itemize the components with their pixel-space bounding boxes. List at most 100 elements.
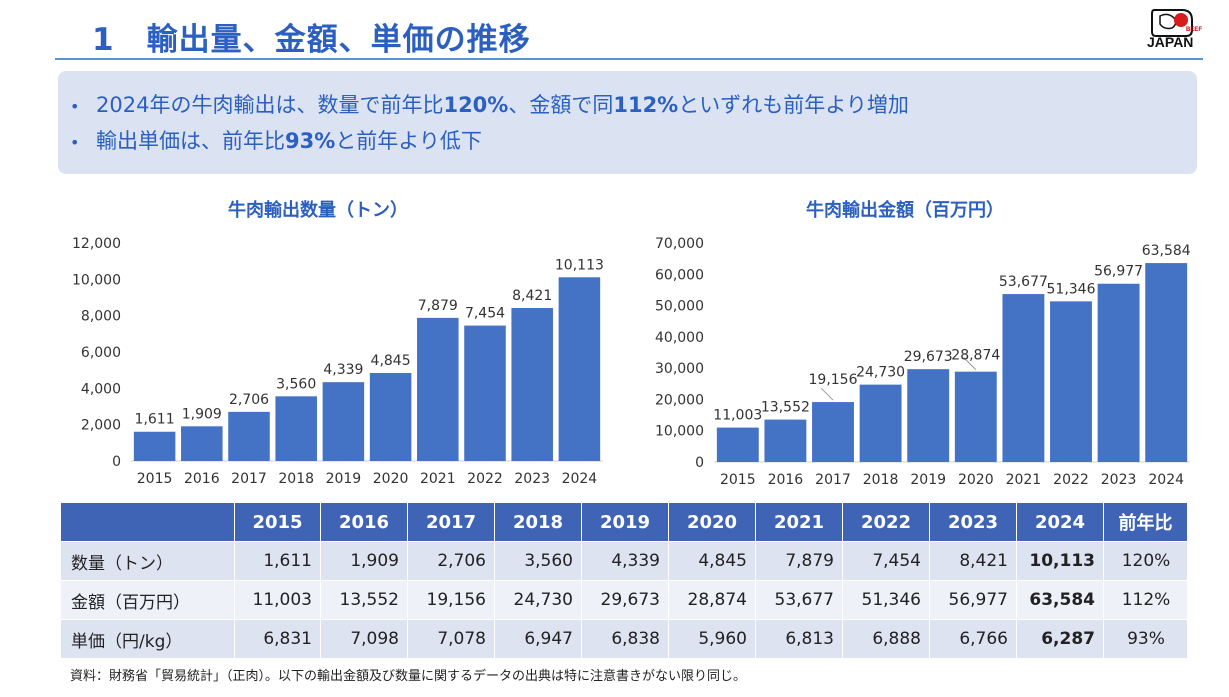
bullet-bold: 112%	[613, 93, 679, 117]
bar-2024	[558, 277, 601, 461]
data-label: 24,730	[856, 365, 905, 381]
table-cell: 29,673	[581, 580, 669, 620]
ratio-cell: 112%	[1103, 580, 1188, 620]
summary-bullet-1: • 2024年の牛肉輸出は、数量で前年比120%、金額で同112%といずれも前年よ…	[70, 89, 909, 119]
x-tick-label: 2021	[420, 471, 456, 487]
table-cell: 19,156	[407, 580, 495, 620]
table-cell: 7,879	[755, 541, 843, 581]
data-table: 2015 2016 2017 2018 2019 2020 2021 2022 2023 2024…	[60, 502, 1188, 659]
x-tick-label: 2018	[278, 471, 314, 487]
bullet-text: といずれも前年より増加	[678, 93, 909, 117]
x-tick-label: 2015	[720, 472, 756, 488]
data-label: 19,156	[809, 372, 858, 388]
bar-2022	[1050, 301, 1092, 462]
title-divider	[55, 58, 1203, 60]
row-label: 金額（百万円）	[60, 580, 235, 620]
data-label: 4,845	[371, 353, 411, 369]
table-cell: 7,454	[842, 541, 930, 581]
bar-2019	[322, 382, 365, 461]
table-row: 単価（円/kg） 6,831 7,098 7,078 6,947 6,838 5,960 6,…	[60, 619, 1188, 659]
header-cell: 2021	[755, 502, 843, 542]
data-label: 56,977	[1094, 264, 1143, 280]
row-label: 数量（トン）	[60, 541, 235, 581]
data-label: 3,560	[276, 376, 316, 392]
y-tick-label: 60,000	[655, 267, 704, 283]
x-tick-label: 2016	[768, 472, 804, 488]
table-cell: 3,560	[494, 541, 582, 581]
x-tick-label: 2017	[231, 471, 267, 487]
bullet-text: 、金額で同	[508, 93, 614, 117]
table-cell: 28,874	[668, 580, 756, 620]
data-label: 7,879	[418, 298, 458, 314]
page-title: 1 輸出量、金額、単価の推移	[92, 22, 531, 58]
x-tick-label: 2020	[958, 472, 994, 488]
y-tick-label: 2,000	[81, 418, 121, 434]
x-tick-label: 2024	[562, 471, 598, 487]
bullet-text: と前年より低下	[335, 129, 482, 153]
header-cell: 2019	[581, 502, 669, 542]
data-label: 1,611	[135, 412, 175, 428]
header-cell: 前年比	[1103, 502, 1188, 542]
table-cell: 7,078	[407, 619, 495, 659]
header-corner	[60, 502, 235, 542]
header-cell: 2015	[234, 502, 321, 542]
y-tick-label: 6,000	[81, 345, 121, 361]
bullet-bold: 120%	[443, 93, 509, 117]
x-tick-label: 2023	[1101, 472, 1137, 488]
data-label: 28,874	[951, 348, 1000, 364]
data-label: 13,552	[761, 400, 810, 416]
data-label: 53,677	[999, 274, 1048, 290]
table-cell: 8,421	[929, 541, 1017, 581]
table-cell: 6,813	[755, 619, 843, 659]
table-cell: 10,113	[1016, 541, 1104, 581]
bullet-text: 2024年の牛肉輸出は、数量で前年比	[96, 93, 444, 117]
bullet-text: 輸出単価は、前年比	[96, 129, 285, 153]
bar-2016	[181, 426, 223, 461]
x-tick-label: 2017	[815, 472, 851, 488]
table-cell: 7,098	[320, 619, 408, 659]
value-bar-chart: 0 10,000 20,000 30,000 40,000 50,000 60,000 70,…	[655, 236, 1191, 488]
table-cell: 4,339	[581, 541, 669, 581]
data-label: 1,909	[182, 406, 222, 422]
table-row: 数量（トン） 1,611 1,909 2,706 3,560 4,339 4,845 7,87…	[60, 541, 1188, 581]
x-tick-label: 2016	[184, 471, 220, 487]
data-label: 2,706	[229, 392, 269, 408]
summary-bullet-2: • 輸出単価は、前年比93%と前年より低下	[70, 125, 482, 155]
bar-2015	[133, 431, 176, 461]
beef-japan-logo-icon	[1151, 9, 1193, 37]
table-cell: 1,909	[320, 541, 408, 581]
x-tick-label: 2020	[373, 471, 409, 487]
data-label: 7,454	[465, 306, 505, 322]
chart-title-value: 牛肉輸出金額（百万円）	[806, 200, 1004, 221]
y-tick-label: 50,000	[655, 299, 704, 315]
table-header-row: 2015 2016 2017 2018 2019 2020 2021 2022 2023 2024…	[60, 502, 1188, 542]
x-tick-label: 2022	[1053, 472, 1089, 488]
bar-2024	[1145, 263, 1188, 462]
y-tick-label: 4,000	[81, 381, 121, 397]
table-cell: 13,552	[320, 580, 408, 620]
table-cell: 51,346	[842, 580, 930, 620]
header-cell: 2024	[1016, 502, 1104, 542]
y-tick-label: 70,000	[655, 236, 704, 252]
leader-line	[963, 357, 977, 371]
header-cell: 2018	[494, 502, 582, 542]
x-tick-label: 2018	[863, 472, 899, 488]
x-tick-label: 2019	[910, 472, 946, 488]
y-tick-label: 10,000	[655, 424, 704, 440]
table-cell: 6,888	[842, 619, 930, 659]
bar-2019	[907, 369, 950, 462]
y-tick-label: 12,000	[72, 236, 121, 252]
bar-2018	[859, 384, 902, 462]
bar-2023	[1097, 283, 1140, 462]
header-cell: 2022	[842, 502, 930, 542]
table-cell: 4,845	[668, 541, 756, 581]
data-label: 51,346	[1047, 281, 1096, 297]
header-cell: 2020	[668, 502, 756, 542]
header-cell: 2017	[407, 502, 495, 542]
bar-2022	[464, 325, 506, 461]
bar-2015	[716, 427, 759, 462]
data-label: 4,339	[323, 362, 363, 378]
y-tick-label: 20,000	[655, 392, 704, 408]
table-cell: 6,838	[581, 619, 669, 659]
ratio-cell: 120%	[1103, 541, 1188, 581]
